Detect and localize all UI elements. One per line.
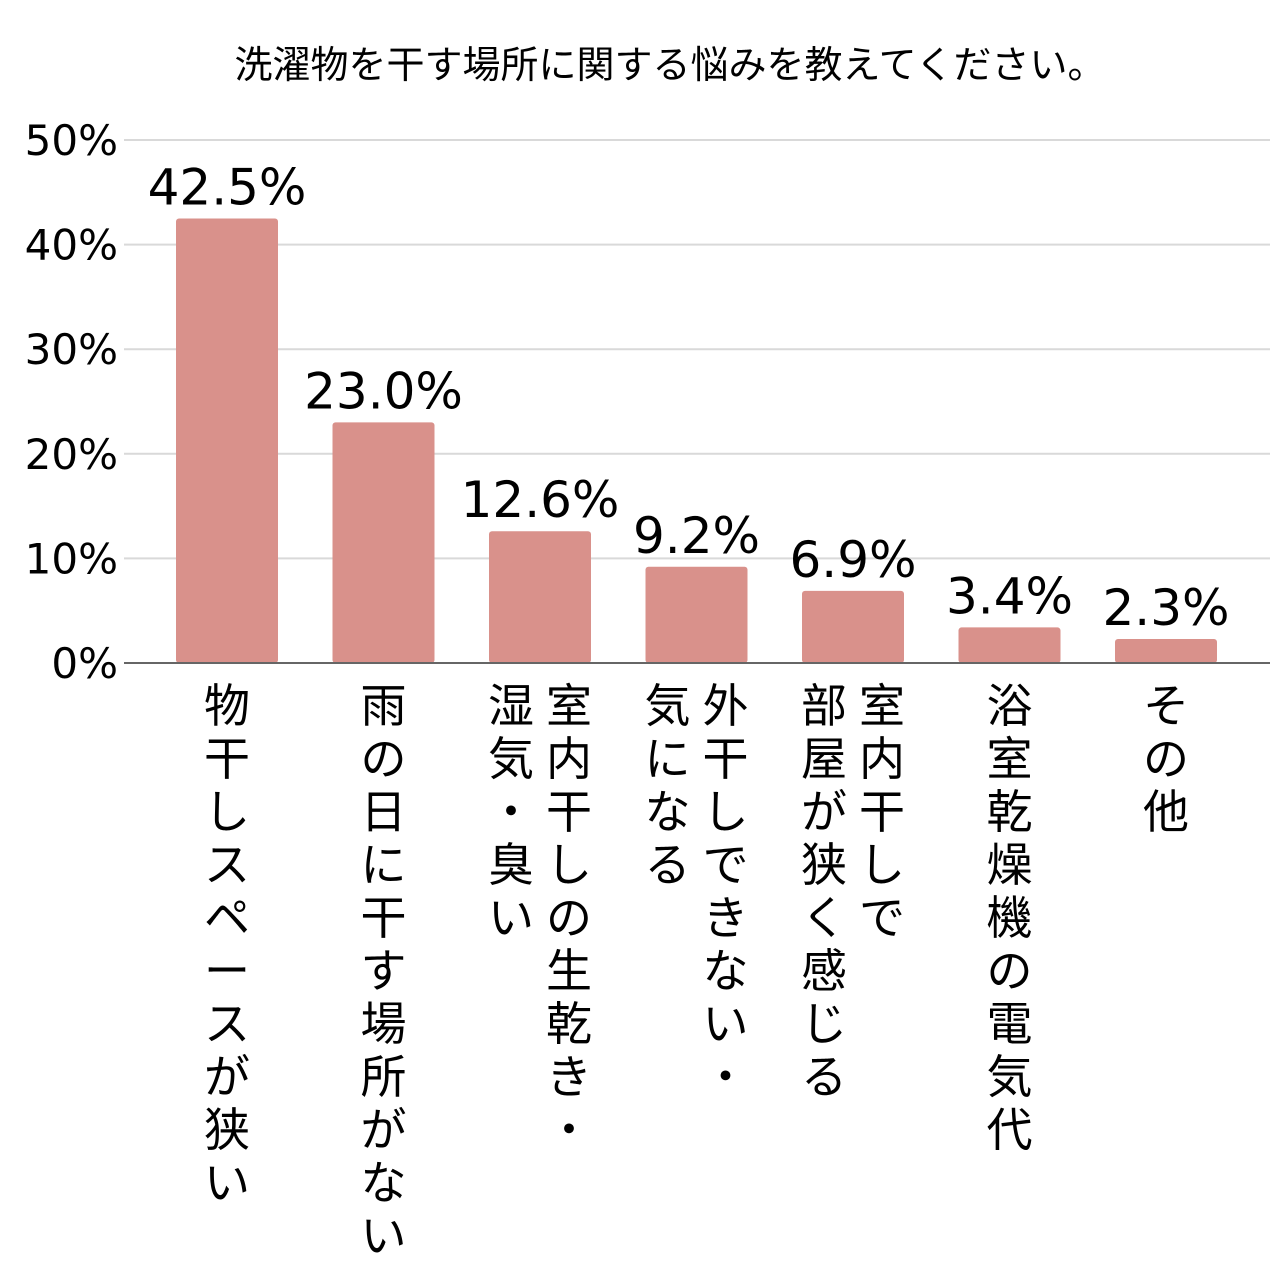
data-label: 42.5% bbox=[148, 158, 307, 216]
category-label: 浴室乾燥機の電気代 bbox=[987, 679, 1033, 1157]
category-label: 室内干しの生乾き・ bbox=[546, 679, 592, 1157]
y-tick-label: 40% bbox=[25, 221, 118, 270]
data-label: 23.0% bbox=[304, 362, 463, 420]
y-axis-ticks: 0% 10% 20% 30% 40% 50% bbox=[25, 116, 118, 688]
data-label: 6.9% bbox=[789, 531, 916, 589]
category-label: 気になる bbox=[645, 679, 691, 892]
bar bbox=[489, 531, 591, 663]
bar bbox=[802, 590, 904, 663]
data-label: 2.3% bbox=[1102, 579, 1229, 637]
chart-title: 洗濯物を干す場所に関する悩みを教えてください。 bbox=[235, 43, 1106, 87]
category-label: その他 bbox=[1143, 679, 1189, 839]
bars bbox=[176, 218, 1217, 663]
category-label: 湿気・臭い bbox=[488, 679, 534, 945]
data-label: 9.2% bbox=[633, 507, 760, 565]
data-labels: 42.5% 23.0% 12.6%9.2% 6.9% 3.4% 2.3% bbox=[148, 158, 1230, 636]
category-label: 雨の日に干す場所がない bbox=[361, 679, 407, 1263]
y-tick-label: 30% bbox=[25, 325, 118, 374]
bar bbox=[1115, 638, 1217, 663]
bar bbox=[332, 422, 435, 663]
grid-lines bbox=[124, 139, 1270, 560]
data-label: 12.6% bbox=[461, 471, 620, 529]
bar bbox=[176, 218, 278, 663]
category-label: 室内干しで bbox=[859, 679, 905, 945]
y-tick-label: 20% bbox=[25, 430, 118, 479]
y-tick-label: 0% bbox=[51, 639, 118, 688]
bar bbox=[645, 566, 748, 663]
y-tick-label: 10% bbox=[25, 534, 118, 583]
y-tick-label: 50% bbox=[25, 116, 118, 165]
data-label: 3.4% bbox=[946, 567, 1073, 625]
bar bbox=[958, 627, 1061, 663]
category-label: 外干しできない・ bbox=[703, 679, 749, 1104]
category-label: 部屋が狭く感じる bbox=[801, 679, 847, 1104]
category-label: 物干しスペースが狭い bbox=[204, 679, 250, 1210]
